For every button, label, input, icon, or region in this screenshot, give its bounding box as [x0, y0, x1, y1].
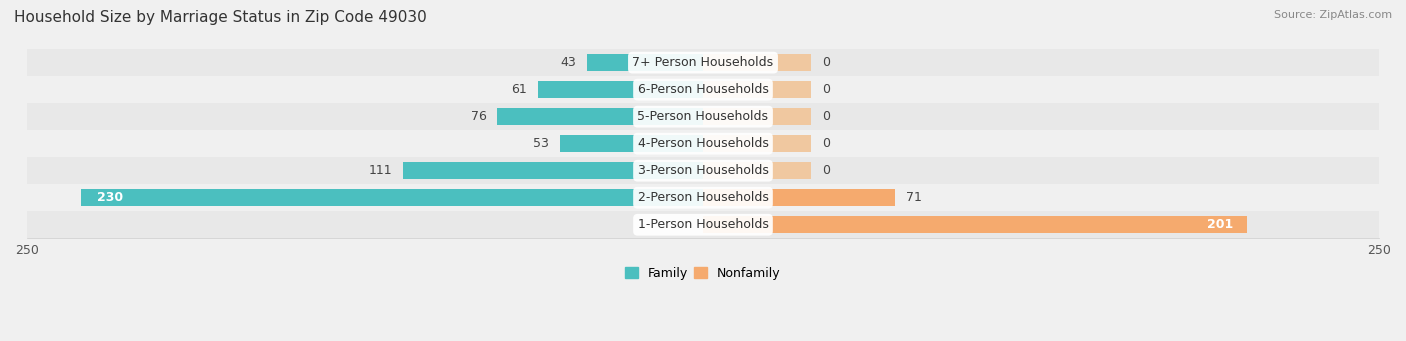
Bar: [703, 162, 811, 179]
Bar: [560, 135, 703, 152]
Text: 0: 0: [823, 110, 830, 123]
Text: Source: ZipAtlas.com: Source: ZipAtlas.com: [1274, 10, 1392, 20]
Bar: [703, 54, 811, 71]
Text: 2-Person Households: 2-Person Households: [637, 191, 769, 204]
Text: 7+ Person Households: 7+ Person Households: [633, 56, 773, 69]
Bar: [703, 189, 896, 206]
Text: 76: 76: [471, 110, 486, 123]
Text: 0: 0: [823, 83, 830, 96]
Bar: [27, 130, 1379, 157]
Text: 0: 0: [823, 137, 830, 150]
Bar: [404, 162, 703, 179]
Legend: Family, Nonfamily: Family, Nonfamily: [620, 262, 786, 285]
Text: 5-Person Households: 5-Person Households: [637, 110, 769, 123]
Text: 201: 201: [1206, 218, 1233, 231]
Text: 71: 71: [905, 191, 922, 204]
Text: Household Size by Marriage Status in Zip Code 49030: Household Size by Marriage Status in Zip…: [14, 10, 427, 25]
Bar: [27, 211, 1379, 238]
Text: 4-Person Households: 4-Person Households: [637, 137, 769, 150]
Bar: [703, 217, 1247, 233]
Bar: [538, 81, 703, 98]
Text: 0: 0: [823, 56, 830, 69]
Bar: [27, 103, 1379, 130]
Text: 61: 61: [512, 83, 527, 96]
Text: 43: 43: [560, 56, 576, 69]
Text: 230: 230: [97, 191, 124, 204]
Bar: [586, 54, 703, 71]
Bar: [703, 108, 811, 125]
Text: 0: 0: [823, 164, 830, 177]
Text: 1-Person Households: 1-Person Households: [637, 218, 769, 231]
Bar: [27, 76, 1379, 103]
Bar: [27, 184, 1379, 211]
Bar: [498, 108, 703, 125]
Text: 53: 53: [533, 137, 548, 150]
Text: 6-Person Households: 6-Person Households: [637, 83, 769, 96]
Bar: [82, 189, 703, 206]
Bar: [27, 157, 1379, 184]
Text: 3-Person Households: 3-Person Households: [637, 164, 769, 177]
Text: 111: 111: [368, 164, 392, 177]
Bar: [27, 49, 1379, 76]
Bar: [703, 81, 811, 98]
Bar: [703, 135, 811, 152]
